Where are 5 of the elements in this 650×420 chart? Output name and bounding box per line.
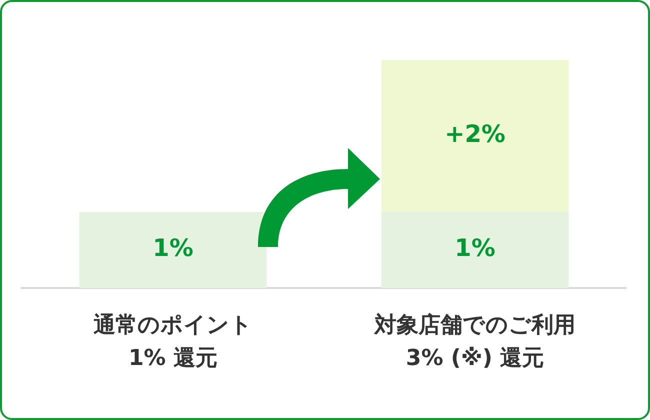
data-label: +2%: [444, 120, 506, 148]
x-tick-label: 対象店舗でのご利用 3% (※) 還元: [374, 312, 576, 372]
x-tick-label: 通常のポイント 1% 還元: [92, 313, 252, 372]
data-label: 1%: [152, 234, 194, 262]
data-label: 1%: [454, 234, 496, 262]
